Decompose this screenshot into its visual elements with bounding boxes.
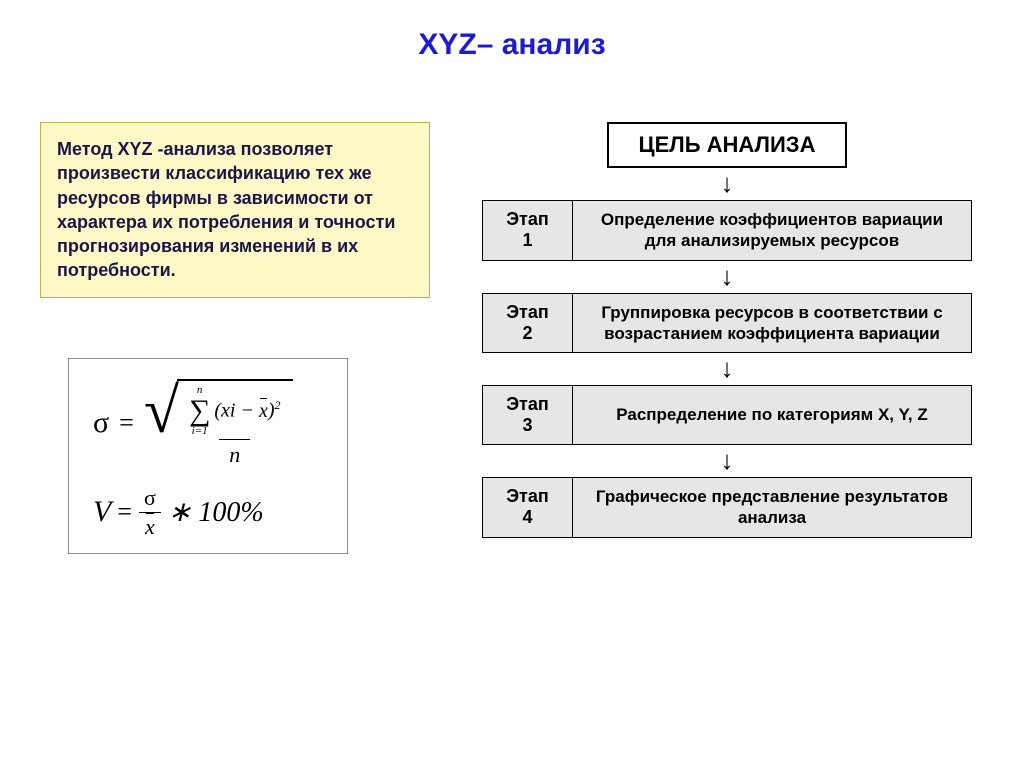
title-text: XYZ– анализ [418, 28, 605, 61]
stage-word-4: Этап [506, 486, 549, 507]
sum-lower: i=1 [192, 426, 208, 437]
stage-label-2: Этап 2 [483, 294, 573, 353]
right-column: ЦЕЛЬ АНАЛИЗА ↓ Этап 1 Определение коэффи… [470, 122, 984, 554]
stage-word-3: Этап [506, 394, 549, 415]
stage-word-1: Этап [506, 209, 549, 230]
x-bar-2: x [145, 515, 155, 539]
stage-desc-1: Определение коэффициентов вариации для а… [573, 201, 971, 260]
stage-num-3: 3 [522, 415, 532, 436]
sqrt-wrap: √ n ∑ i=1 [144, 379, 293, 468]
fraction-1: n ∑ i=1 (xi − x)2 [185, 385, 285, 468]
fraction-2: σ x [138, 486, 162, 539]
stage-num-2: 2 [522, 323, 532, 344]
stage-num-1: 1 [522, 230, 532, 251]
v-den: x [139, 512, 161, 539]
goal-text: ЦЕЛЬ АНАЛИЗА [639, 132, 816, 157]
under-root: n ∑ i=1 (xi − x)2 [177, 379, 293, 468]
stage-label-1: Этап 1 [483, 201, 573, 260]
sigma-symbol: σ [93, 406, 109, 440]
equals-1: = [119, 408, 134, 438]
sigma-formula: σ = √ n ∑ i=1 [93, 379, 323, 468]
radical-sign: √ [144, 385, 179, 474]
stage-num-4: 4 [522, 507, 532, 528]
stage-label-4: Этап 4 [483, 478, 573, 537]
arrow-0: ↓ [721, 170, 734, 196]
stage-desc-4: Графическое представление результатов ан… [573, 478, 971, 537]
stage-label-3: Этап 3 [483, 386, 573, 444]
arrow-2: ↓ [721, 355, 734, 381]
sum-sigma-block: n ∑ i=1 [189, 385, 210, 437]
stage-row-3: Этап 3 Распределение по категориям X, Y,… [482, 385, 972, 445]
v-formula: V = σ x ∗ 100% [93, 486, 323, 539]
v-tail: ∗ 100% [168, 495, 264, 529]
stage-row-1: Этап 1 Определение коэффициентов вариаци… [482, 200, 972, 261]
description-box: Метод XYZ -анализа позволяет произвести … [40, 122, 430, 298]
arrow-1: ↓ [721, 263, 734, 289]
main-container: Метод XYZ -анализа позволяет произвести … [0, 82, 1024, 554]
summation: n ∑ i=1 (xi − x)2 [189, 385, 281, 437]
page-title: XYZ– анализ [0, 0, 1024, 82]
v-label: V [93, 495, 111, 529]
goal-box: ЦЕЛЬ АНАЛИЗА [607, 122, 848, 168]
formula-box: σ = √ n ∑ i=1 [68, 358, 348, 554]
summand-before: (xi − [214, 400, 254, 422]
stage-row-4: Этап 4 Графическое представление результ… [482, 477, 972, 538]
x-bar-1: x [259, 400, 268, 423]
arrow-3: ↓ [721, 447, 734, 473]
left-column: Метод XYZ -анализа позволяет произвести … [40, 122, 430, 554]
stage-word-2: Этап [506, 302, 549, 323]
summand: (xi − x)2 [214, 398, 280, 423]
summand-exp: 2 [275, 398, 281, 412]
stage-desc-2: Группировка ресурсов в соответствии с во… [573, 294, 971, 353]
equals-2: = [117, 497, 132, 527]
stage-desc-3: Распределение по категориям X, Y, Z [573, 386, 971, 444]
sum-sigma-symbol: ∑ [189, 396, 210, 426]
stage-row-2: Этап 2 Группировка ресурсов в соответств… [482, 293, 972, 354]
denominator-1: n [219, 439, 250, 468]
summand-after: ) [268, 400, 275, 422]
numerator-1: n ∑ i=1 (xi − x)2 [185, 385, 285, 439]
description-text: Метод XYZ -анализа позволяет произвести … [57, 139, 395, 280]
v-num: σ [138, 486, 162, 512]
